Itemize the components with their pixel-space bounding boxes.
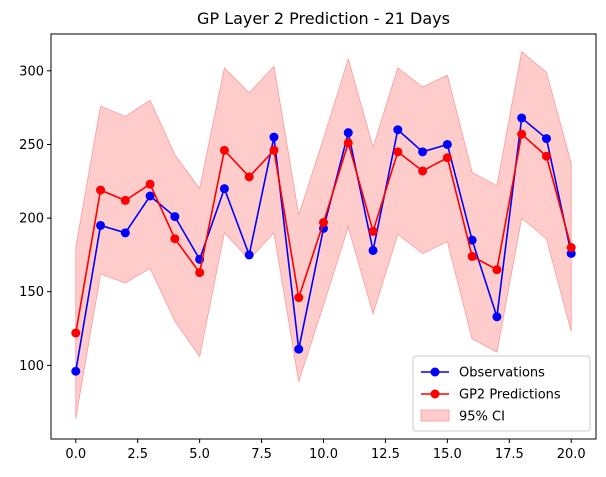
gp2-predictions-point	[71, 328, 81, 338]
y-tick-label: 100	[19, 359, 44, 374]
x-tick-label: 12.5	[371, 447, 400, 462]
gp2-predictions-point	[145, 179, 155, 189]
observations-point	[269, 132, 279, 142]
y-tick-label: 200	[19, 212, 44, 227]
observations-point	[145, 191, 155, 201]
legend-label: GP2 Predictions	[459, 388, 561, 403]
observations-point	[393, 125, 403, 135]
x-tick-label: 0.0	[65, 447, 86, 462]
observations-point	[170, 212, 180, 222]
gp2-predictions-point	[393, 147, 403, 157]
gp2-predictions-point	[492, 265, 502, 275]
gp2-predictions-point	[170, 234, 180, 244]
gp2-predictions-point	[566, 243, 576, 253]
gp2-predictions-point	[219, 145, 229, 155]
chart-title: GP Layer 2 Prediction - 21 Days	[197, 9, 450, 28]
legend: Observations GP2 Predictions 95% CI	[412, 355, 591, 432]
gp2-predictions-point	[343, 138, 353, 148]
gp2-predictions-point	[294, 293, 304, 303]
gp2-predictions-point	[319, 218, 328, 228]
x-tick-label: 20.0	[557, 447, 586, 462]
x-tick-label: 10.0	[309, 447, 338, 462]
x-tick-label: 7.5	[251, 447, 272, 462]
x-tick-label: 2.5	[127, 447, 148, 462]
observations-point	[244, 250, 254, 260]
gp2-predictions-point	[269, 145, 279, 155]
y-tick-label: 150	[19, 285, 44, 300]
gp2-predictions-point	[541, 151, 551, 161]
y-axis: 100 150 200 250 300	[19, 64, 51, 374]
observations-point	[492, 312, 502, 322]
x-axis: 0.0 2.5 5.0 7.5 10.0 12.5 15.0 17.5 20.0	[65, 439, 586, 462]
y-tick-label: 300	[19, 64, 44, 79]
gp2-predictions-point	[195, 268, 205, 278]
series-gp2-predictions	[71, 129, 576, 338]
legend-label: 95% CI	[459, 410, 505, 425]
observations-point	[467, 235, 477, 245]
gp2-predictions-point	[244, 172, 254, 182]
x-tick-label: 17.5	[495, 447, 524, 462]
observations-point	[294, 344, 304, 354]
observations-point	[120, 228, 130, 238]
observations-point	[517, 113, 527, 123]
legend-band-swatch	[420, 409, 450, 422]
gp2-predictions-point	[120, 195, 130, 205]
gp2-predictions-point	[467, 251, 477, 261]
gp2-predictions-point	[96, 185, 106, 195]
legend-marker-swatch	[430, 367, 440, 377]
observations-point	[343, 128, 353, 138]
observations-point	[442, 139, 452, 149]
x-tick-label: 5.0	[189, 447, 210, 462]
observations-point	[541, 134, 551, 144]
observations-point	[368, 245, 378, 255]
y-tick-label: 250	[19, 138, 44, 153]
gp2-predictions-point	[442, 153, 452, 163]
legend-marker-swatch	[430, 389, 440, 399]
x-tick-label: 15.0	[433, 447, 462, 462]
gp2-predictions-point	[517, 129, 527, 139]
observations-point	[71, 366, 81, 376]
legend-box	[412, 355, 591, 432]
gp2-predictions-point	[368, 226, 378, 236]
gp2-predictions-point	[418, 166, 428, 176]
series-layer	[71, 113, 576, 376]
legend-label: Observations	[459, 366, 545, 381]
observations-point	[418, 147, 428, 157]
observations-point	[219, 184, 229, 194]
observations-point	[96, 220, 106, 230]
